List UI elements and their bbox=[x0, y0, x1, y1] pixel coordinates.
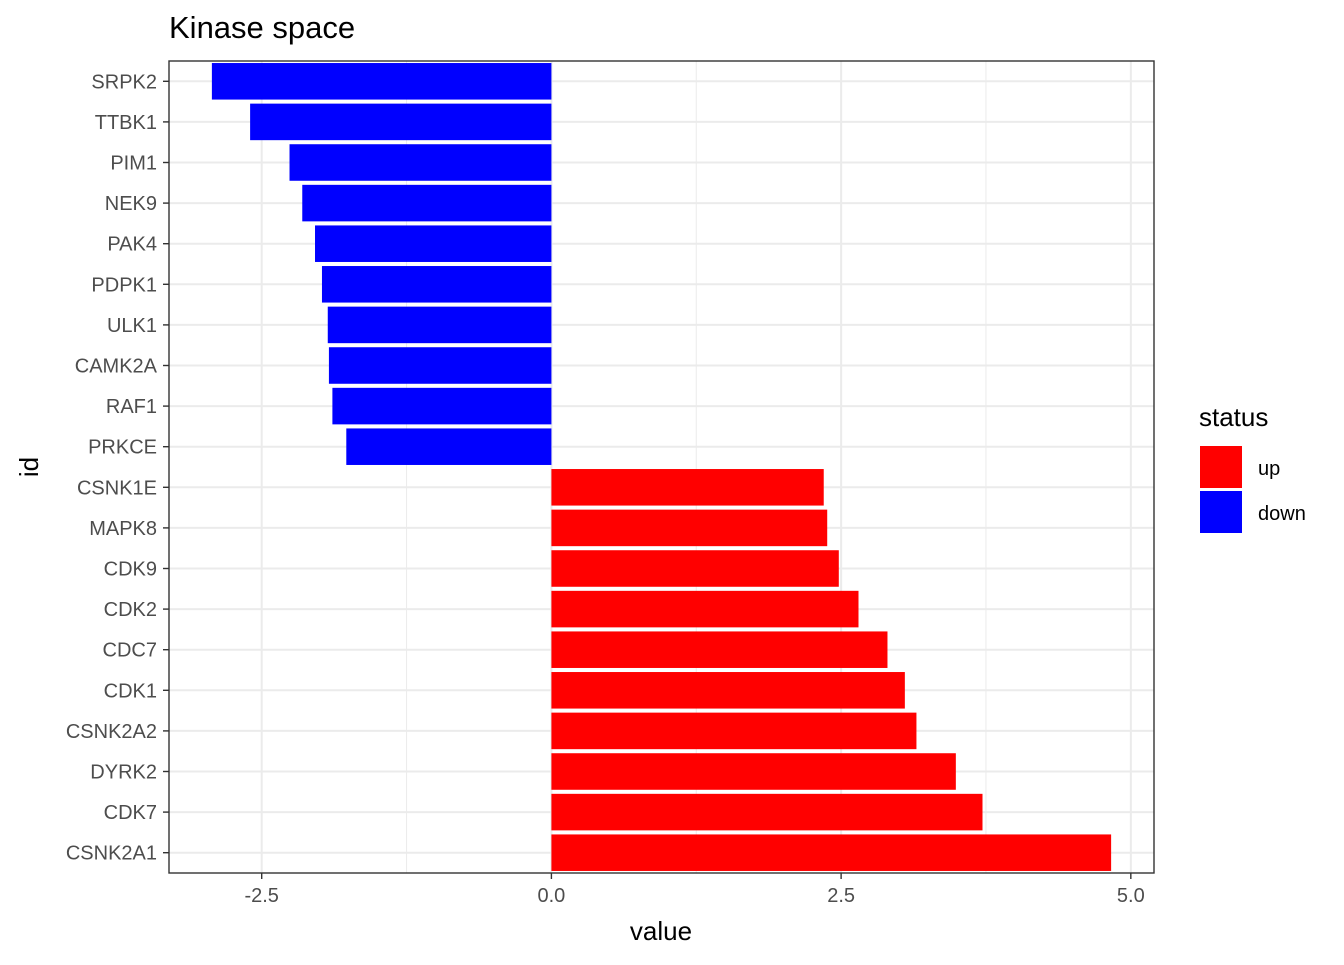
plot-border bbox=[168, 60, 1155, 874]
y-tick-label: CDK9 bbox=[104, 559, 157, 581]
bar bbox=[551, 509, 828, 547]
legend-title: status bbox=[1199, 402, 1268, 432]
y-tick-label: CDK2 bbox=[104, 599, 157, 621]
bar bbox=[327, 306, 552, 344]
y-tick-label: CDK7 bbox=[104, 802, 157, 824]
y-tick-label: TTBK1 bbox=[95, 112, 157, 134]
x-axis: -2.5 0.0 2.5 5.0 bbox=[244, 873, 1145, 907]
bar bbox=[551, 469, 824, 506]
y-tick-label: PIM1 bbox=[110, 153, 157, 175]
y-tick-label: ULK1 bbox=[107, 315, 157, 337]
y-tick-label: SRPK2 bbox=[91, 71, 157, 93]
x-tick-label: 0.0 bbox=[538, 885, 566, 907]
bar bbox=[250, 103, 552, 141]
y-axis-label: id bbox=[14, 457, 44, 477]
y-tick-label: PDPK1 bbox=[91, 274, 157, 296]
legend-key-down bbox=[1200, 491, 1242, 533]
legend-key-up bbox=[1200, 446, 1242, 488]
x-axis-label: value bbox=[630, 916, 692, 946]
y-tick-label: CSNK2A1 bbox=[66, 843, 157, 865]
bar bbox=[551, 712, 917, 750]
bars bbox=[211, 63, 1112, 871]
bar bbox=[346, 428, 552, 465]
y-tick-label: CSNK1E bbox=[77, 477, 157, 499]
legend-label: up bbox=[1258, 458, 1280, 480]
bar bbox=[289, 144, 552, 181]
bar bbox=[551, 834, 1112, 871]
x-tick-label: 2.5 bbox=[827, 885, 855, 907]
bar bbox=[551, 590, 859, 628]
x-tick-label: 5.0 bbox=[1117, 885, 1145, 907]
bar bbox=[551, 631, 888, 668]
y-axis: SRPK2 TTBK1 PIM1 NEK9 PAK4 PDPK1 ULK1 CAMK2A RAF… bbox=[66, 71, 169, 865]
bar bbox=[551, 672, 905, 709]
y-tick-label: NEK9 bbox=[105, 193, 157, 215]
bar bbox=[551, 753, 956, 790]
chart-title: Kinase space bbox=[169, 10, 355, 45]
y-tick-label: PAK4 bbox=[107, 234, 157, 256]
bar bbox=[302, 184, 552, 222]
bar bbox=[551, 793, 983, 831]
bar bbox=[211, 63, 552, 100]
legend-label: down bbox=[1258, 503, 1306, 525]
bar bbox=[321, 266, 552, 303]
bar bbox=[551, 550, 839, 587]
bar bbox=[315, 225, 552, 262]
y-tick-label: MAPK8 bbox=[89, 518, 157, 540]
bar bbox=[332, 387, 552, 425]
legend: status up down bbox=[1199, 402, 1306, 533]
y-tick-label: PRKCE bbox=[88, 437, 157, 459]
x-tick-label: -2.5 bbox=[244, 885, 278, 907]
plot-panel bbox=[169, 61, 1154, 873]
y-tick-label: DYRK2 bbox=[90, 762, 157, 784]
y-tick-label: CSNK2A2 bbox=[66, 721, 157, 743]
y-tick-label: CDK1 bbox=[104, 680, 157, 702]
y-tick-label: RAF1 bbox=[106, 396, 157, 418]
y-tick-label: CDC7 bbox=[103, 640, 157, 662]
y-tick-label: CAMK2A bbox=[75, 356, 158, 378]
bar bbox=[328, 347, 552, 384]
